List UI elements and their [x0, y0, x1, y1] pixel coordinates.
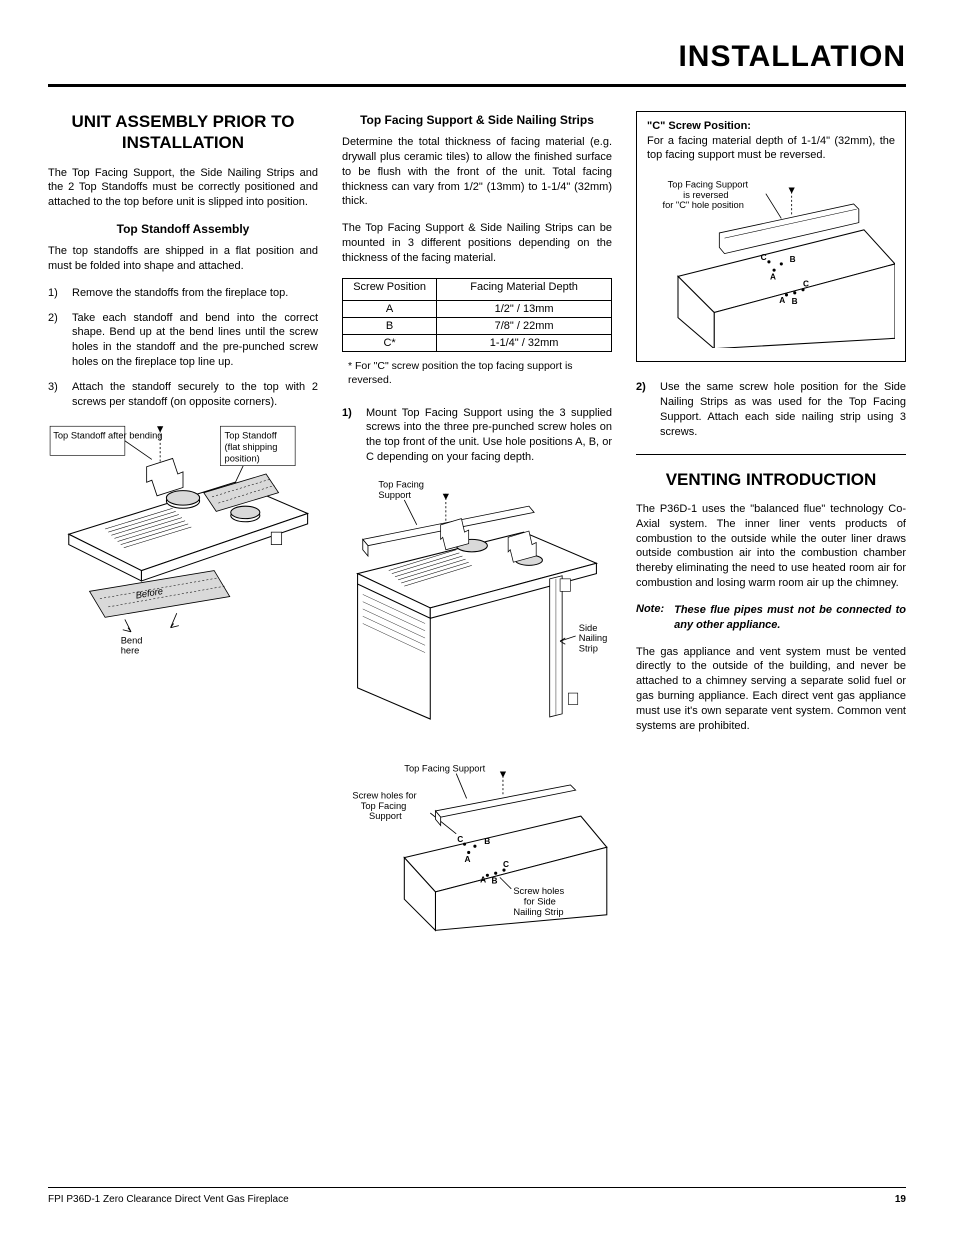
svg-text:B: B — [792, 297, 798, 306]
th-text: Screw Position — [353, 281, 426, 293]
diagram-label: Screw holes forTop FacingSupport — [352, 790, 416, 821]
step-num: 1) — [48, 286, 64, 301]
column-2: Top Facing Support & Side Nailing Strips… — [342, 111, 612, 949]
title-rule — [48, 84, 906, 87]
table-cell: 7/8" / 22mm — [437, 318, 612, 335]
table-header: Screw Position — [343, 278, 437, 295]
table-cell: 1-1/4" / 32mm — [437, 335, 612, 352]
box-title: "C" Screw Position: — [647, 120, 895, 132]
step-text: Mount Top Facing Support using the 3 sup… — [366, 406, 612, 465]
standoff-steps: 1) Remove the standoffs from the fireplac… — [48, 286, 318, 410]
diagram-label: Top FacingSupport — [378, 479, 424, 499]
subhead-facing: Top Facing Support & Side Nailing Strips — [342, 113, 612, 127]
diagram-label: Top Facing Support — [404, 763, 485, 773]
footer-left: FPI P36D-1 Zero Clearance Direct Vent Ga… — [48, 1194, 289, 1205]
box-body: For a facing material depth of 1-1/4" (3… — [647, 134, 895, 163]
svg-text:B: B — [492, 876, 498, 886]
table-row: Screw Position Facing Material Depth — [343, 278, 612, 295]
table-cell: 1/2" / 13mm — [437, 301, 612, 318]
step-text: Use the same screw hole position for the… — [660, 380, 906, 439]
venting-p1: The P36D-1 uses the "balanced flue" tech… — [636, 502, 906, 591]
step-text: Attach the standoff securely to the top … — [72, 380, 318, 410]
table-cell: B — [343, 318, 437, 335]
list-item: 2)Take each standoff and bend into the c… — [48, 311, 318, 370]
c-position-box: "C" Screw Position: For a facing materia… — [636, 111, 906, 362]
svg-text:C: C — [503, 859, 509, 869]
list-item: 1)Mount Top Facing Support using the 3 s… — [342, 406, 612, 465]
note-text: These flue pipes must not be connected t… — [674, 603, 906, 633]
svg-text:A: A — [779, 296, 785, 305]
table-footnote: * For "C" screw position the top facing … — [342, 360, 612, 387]
svg-text:A: A — [480, 874, 486, 884]
list-item: 1) Remove the standoffs from the fireplac… — [48, 286, 318, 301]
table-cell: C* — [343, 335, 437, 352]
diagram-label: Top Standoff after bending — [53, 430, 162, 440]
facing-p2: The Top Facing Support & Side Nailing St… — [342, 221, 612, 266]
step-num: 2) — [48, 311, 64, 370]
section-title-venting: VENTING INTRODUCTION — [636, 469, 906, 490]
column-3: "C" Screw Position: For a facing materia… — [636, 111, 906, 949]
th-text: Facing Material Depth — [470, 281, 578, 293]
list-item: 2)Use the same screw hole position for t… — [636, 380, 906, 439]
footer-page-number: 19 — [895, 1194, 906, 1205]
step-num: 2) — [636, 380, 652, 439]
section-title-assembly: UNIT ASSEMBLY PRIOR TO INSTALLATION — [48, 111, 318, 154]
list-item: 3) Attach the standoff securely to the to… — [48, 380, 318, 410]
venting-note: Note: These flue pipes must not be conne… — [636, 603, 906, 633]
facing-p1: Determine the total thickness of facing … — [342, 135, 612, 209]
standoff-intro: The top standoffs are shipped in a flat … — [48, 244, 318, 274]
note-label: Note: — [636, 603, 664, 633]
table-row: A1/2" / 13mm — [343, 301, 612, 318]
diagram-label: SideNailingStrip — [579, 623, 608, 654]
section-rule — [636, 454, 906, 455]
step-num: 1) — [342, 406, 358, 465]
page-footer: FPI P36D-1 Zero Clearance Direct Vent Ga… — [48, 1187, 906, 1205]
step-text: Take each standoff and bend into the cor… — [72, 311, 318, 370]
standoff-diagram: Top Standoff after bending Top Standoff(… — [48, 420, 318, 659]
svg-text:B: B — [484, 836, 490, 846]
svg-text:C: C — [457, 834, 463, 844]
step-num: 3) — [48, 380, 64, 410]
facing-diagram-1: Top FacingSupport — [342, 475, 612, 745]
table-row: C*1-1/4" / 32mm — [343, 335, 612, 352]
svg-text:A: A — [770, 272, 776, 281]
facing-table: Screw Position Facing Material Depth A1/… — [342, 278, 612, 353]
content-columns: UNIT ASSEMBLY PRIOR TO INSTALLATION The … — [48, 111, 906, 949]
svg-text:C: C — [761, 252, 767, 261]
table-cell: A — [343, 301, 437, 318]
diagram-label: Top Standoff(flat shippingposition) — [225, 430, 278, 463]
subhead-standoff: Top Standoff Assembly — [48, 222, 318, 236]
c-position-diagram: Top Facing Supportis reversedfor "C" hol… — [647, 173, 895, 349]
facing-diagram-2: Top Facing Support Screw holes forTop Fa… — [342, 759, 612, 936]
mount-step-1: 1)Mount Top Facing Support using the 3 s… — [342, 406, 612, 465]
svg-text:B: B — [790, 254, 796, 263]
venting-p2: The gas appliance and vent system must b… — [636, 645, 906, 734]
table-header: Facing Material Depth — [437, 278, 612, 295]
mount-step-2: 2)Use the same screw hole position for t… — [636, 380, 906, 439]
column-1: UNIT ASSEMBLY PRIOR TO INSTALLATION The … — [48, 111, 318, 949]
step-text: Remove the standoffs from the fireplace … — [72, 286, 288, 301]
diagram-label: Bendhere — [121, 635, 143, 655]
diagram-label: Top Facing Supportis reversedfor "C" hol… — [662, 179, 748, 210]
svg-text:A: A — [465, 854, 471, 864]
svg-text:C: C — [803, 279, 809, 288]
table-row: B7/8" / 22mm — [343, 318, 612, 335]
assembly-intro: The Top Facing Support, the Side Nailing… — [48, 166, 318, 211]
page-title: INSTALLATION — [48, 40, 906, 74]
